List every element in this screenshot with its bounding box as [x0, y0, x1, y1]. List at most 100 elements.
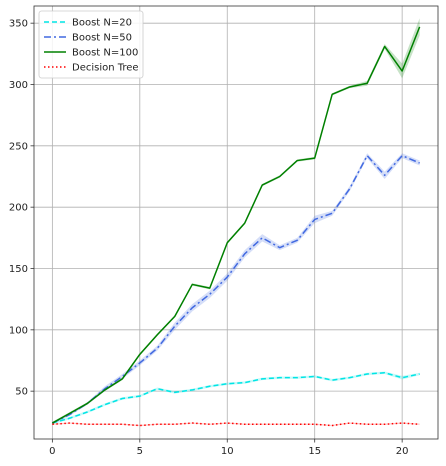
data-point-boost-n-100 [366, 82, 368, 84]
data-point-boost-n-20 [191, 389, 193, 391]
data-point-boost-n-50 [244, 253, 246, 255]
data-point-decision-tree [156, 423, 158, 425]
y-tick-label: 350 [9, 19, 28, 30]
data-point-decision-tree [401, 422, 403, 424]
data-point-boost-n-50 [191, 307, 193, 309]
data-point-boost-n-50 [401, 154, 403, 156]
legend-label-boost-n-50: Boost N=50 [72, 33, 132, 44]
data-point-decision-tree [296, 423, 298, 425]
legend-label-boost-n-20: Boost N=20 [72, 18, 132, 29]
data-point-boost-n-20 [86, 411, 88, 413]
data-point-boost-n-100 [348, 86, 350, 88]
series-line-boost-n-50 [52, 154, 420, 424]
data-point-decision-tree [209, 423, 211, 425]
data-point-decision-tree [226, 422, 228, 424]
data-point-boost-n-20 [139, 395, 141, 397]
data-point-decision-tree [86, 423, 88, 425]
series-line-boost-n-20 [52, 372, 420, 424]
data-point-decision-tree [418, 423, 420, 425]
data-point-boost-n-20 [261, 378, 263, 380]
data-point-decision-tree [348, 422, 350, 424]
data-point-boost-n-100 [191, 283, 193, 285]
y-tick-label: 150 [9, 264, 28, 275]
data-point-boost-n-50 [348, 188, 350, 190]
series-line-boost-n-100 [51, 26, 421, 424]
series-line-decision-tree [52, 422, 420, 427]
data-point-boost-n-100 [261, 184, 263, 186]
data-point-decision-tree [383, 423, 385, 425]
data-point-boost-n-20 [209, 385, 211, 387]
data-point-boost-n-100 [314, 157, 316, 159]
legend: Boost N=20 Boost N=50 Boost N=100 Decision … [38, 10, 144, 79]
data-point-decision-tree [191, 422, 193, 424]
data-point-boost-n-100 [209, 287, 211, 289]
data-point-decision-tree [261, 423, 263, 425]
data-point-boost-n-50 [383, 174, 385, 176]
data-point-boost-n-100 [418, 26, 420, 28]
series-lines [51, 26, 421, 427]
data-point-boost-n-20 [418, 373, 420, 375]
data-point-boost-n-100 [244, 222, 246, 224]
data-point-boost-n-100 [104, 389, 106, 391]
data-point-boost-n-50 [261, 237, 263, 239]
data-point-boost-n-20 [279, 376, 281, 378]
x-tick-label: 20 [396, 446, 409, 457]
data-point-boost-n-100 [174, 315, 176, 317]
data-point-decision-tree [314, 423, 316, 425]
legend-label-decision-tree: Decision Tree [72, 63, 139, 74]
data-point-decision-tree [104, 423, 106, 425]
x-tick-label: 0 [49, 446, 55, 457]
data-point-boost-n-20 [104, 403, 106, 405]
x-tick-label: 10 [221, 446, 234, 457]
y-tick-label: 250 [9, 141, 28, 152]
data-point-boost-n-100 [226, 242, 228, 244]
data-point-boost-n-50 [174, 325, 176, 327]
data-point-decision-tree [174, 423, 176, 425]
data-point-boost-n-50 [209, 293, 211, 295]
band-boost-n-100 [52, 18, 420, 425]
data-point-boost-n-50 [226, 276, 228, 278]
data-point-boost-n-50 [296, 239, 298, 241]
data-point-boost-n-100 [279, 175, 281, 177]
confidence-bands [52, 18, 420, 427]
data-point-boost-n-50 [331, 212, 333, 214]
data-point-boost-n-50 [418, 162, 420, 164]
plot-frame [33, 5, 439, 440]
data-point-boost-n-100 [69, 412, 71, 414]
data-point-boost-n-20 [121, 397, 123, 399]
data-point-boost-n-20 [331, 379, 333, 381]
data-point-boost-n-100 [121, 378, 123, 380]
data-point-decision-tree [121, 423, 123, 425]
data-point-boost-n-20 [69, 417, 71, 419]
data-point-boost-n-20 [244, 381, 246, 383]
band-boost-n-20 [52, 371, 420, 425]
data-point-boost-n-50 [366, 154, 368, 156]
legend-box [38, 10, 144, 79]
data-point-boost-n-20 [383, 372, 385, 374]
data-point-boost-n-20 [174, 391, 176, 393]
data-point-boost-n-100 [86, 402, 88, 404]
data-point-decision-tree [51, 423, 53, 425]
y-tick-label: 300 [9, 80, 28, 91]
data-point-boost-n-100 [383, 45, 385, 47]
data-point-boost-n-20 [226, 383, 228, 385]
data-point-decision-tree [139, 424, 141, 426]
data-point-boost-n-20 [401, 376, 403, 378]
data-point-decision-tree [244, 423, 246, 425]
data-point-boost-n-50 [314, 218, 316, 220]
y-tick-label: 100 [9, 325, 28, 336]
data-point-boost-n-20 [348, 376, 350, 378]
data-point-boost-n-20 [314, 375, 316, 377]
data-point-boost-n-20 [156, 388, 158, 390]
data-point-decision-tree [331, 424, 333, 426]
data-point-boost-n-100 [401, 70, 403, 72]
data-point-boost-n-50 [279, 246, 281, 248]
legend-label-boost-n-100: Boost N=100 [72, 48, 138, 59]
data-point-boost-n-100 [296, 159, 298, 161]
data-point-boost-n-100 [139, 353, 141, 355]
x-tick-label: 5 [137, 446, 143, 457]
data-point-decision-tree [69, 422, 71, 424]
data-point-decision-tree [279, 423, 281, 425]
y-tick-label: 50 [15, 387, 28, 398]
